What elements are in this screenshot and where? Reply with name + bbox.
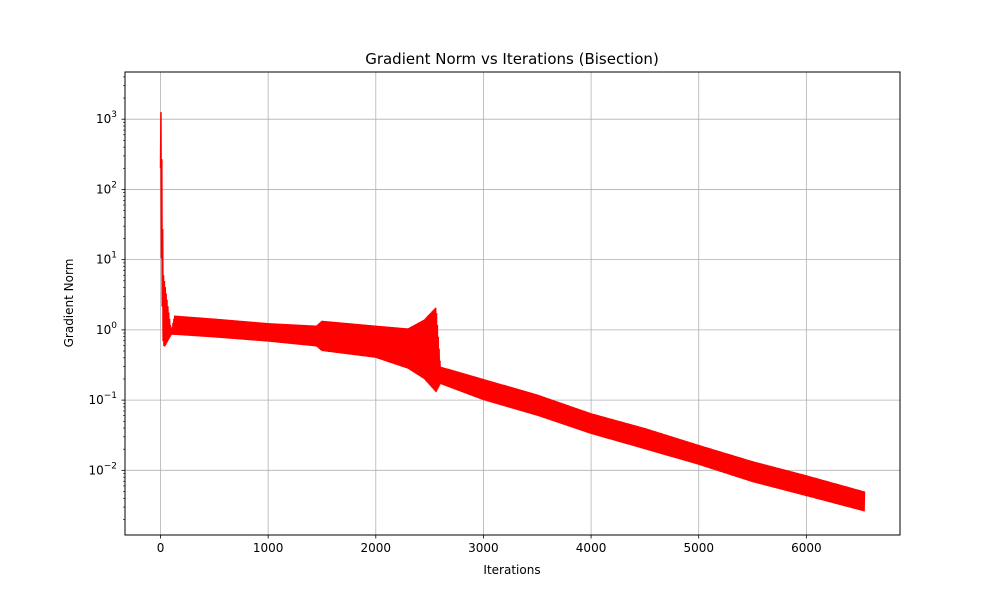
- y-tick-label: 101: [96, 251, 117, 267]
- y-tick-label: 10−2: [88, 461, 117, 477]
- x-axis-label: Iterations: [483, 563, 540, 577]
- chart-title: Gradient Norm vs Iterations (Bisection): [365, 50, 659, 68]
- x-tick-label: 0: [157, 541, 165, 555]
- x-tick-label: 5000: [683, 541, 714, 555]
- plot-frame: [124, 71, 901, 536]
- x-tick-label: 3000: [468, 541, 499, 555]
- y-tick-label: 103: [96, 110, 117, 126]
- x-tick-label: 2000: [361, 541, 392, 555]
- y-axis-label: Gradient Norm: [62, 259, 76, 348]
- y-tick-label: 10−1: [88, 391, 117, 407]
- y-tick-label: 100: [96, 321, 117, 337]
- x-tick-label: 6000: [791, 541, 822, 555]
- gradient-norm-series-line: [159, 112, 866, 512]
- axis-ticks: 0 1000 2000 3000 4000 5000 6000 10−2 10−1 100 101 1…: [88, 76, 822, 555]
- x-tick-label: 1000: [253, 541, 284, 555]
- x-tick-label: 4000: [576, 541, 607, 555]
- series-layer: [159, 112, 866, 512]
- y-tick-label: 102: [96, 180, 117, 196]
